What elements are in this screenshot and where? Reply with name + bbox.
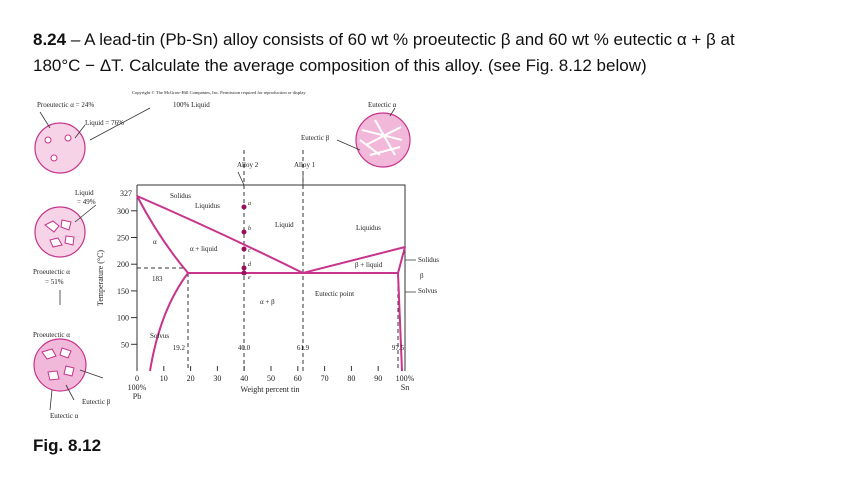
composition-label: 61.9 — [297, 344, 310, 352]
pure-pb: 100% — [128, 383, 147, 392]
diagram-label: Liquid = 76% — [85, 119, 124, 127]
point-label: c — [248, 248, 251, 254]
x-tick-label: 10 — [160, 374, 168, 383]
x-tick-label: 20 — [187, 374, 195, 383]
diagram-label: β — [420, 272, 424, 280]
diagram-label: Proeutectic α — [33, 268, 70, 276]
diagram-label: Proeutectic α — [33, 331, 70, 339]
diagram-label: Liquidus — [356, 224, 381, 232]
composition-label: 19.2 — [173, 344, 186, 352]
y-tick-label: 300 — [117, 207, 129, 216]
diagram-label: Eutectic α — [50, 412, 79, 420]
diagram-label: Proeutectic α = 24% — [37, 101, 94, 109]
y-tick-label: 50 — [121, 340, 129, 349]
diagram-label: Alloy 2 — [237, 161, 259, 169]
diagram-label: Eutectic point — [315, 290, 354, 298]
composition-label: 97.5 — [392, 344, 405, 352]
guide-lines — [137, 150, 399, 371]
y-tick-label: 200 — [117, 260, 129, 269]
diagram-label: Liquid — [75, 189, 94, 197]
x-tick-label: 40 — [240, 374, 248, 383]
alloy-points — [241, 204, 247, 276]
plot — [136, 150, 406, 372]
x-tick-label: 80 — [347, 374, 355, 383]
diagram-label: Eutectic β — [82, 398, 111, 406]
diagram-label: Solidus — [418, 256, 439, 264]
problem-line: 180°C − ΔT. Calculate the average compos… — [33, 56, 647, 75]
diagram-label: α — [153, 238, 157, 246]
diagram-label: = 51% — [45, 278, 64, 286]
x-tick-label: 90 — [374, 374, 382, 383]
x-tick-label: 60 — [294, 374, 302, 383]
diagram-label: = 49% — [77, 198, 96, 206]
diagram-label: α + liquid — [190, 245, 218, 253]
x-axis-label: Weight percent tin — [241, 385, 300, 394]
diagram-label: Solidus — [170, 192, 191, 200]
temp-label: 183 — [152, 275, 163, 283]
x-tick-label: 0 — [135, 374, 139, 383]
diagram-label: Alloy 1 — [294, 161, 316, 169]
problem-line: 8.24 – A lead-tin (Pb-Sn) alloy consists… — [33, 30, 735, 50]
point-label: d — [248, 262, 252, 268]
y-tick-label: 250 — [117, 234, 129, 243]
problem-number: 8.24 — [33, 30, 67, 49]
phase-boundaries — [136, 195, 406, 372]
composition-label: 40.0 — [238, 344, 251, 352]
point-label: b — [248, 226, 251, 232]
right-leaders — [405, 259, 416, 293]
diagram-label: Liquidus — [195, 202, 220, 210]
copyright: Copyright © The McGraw-Hill Companies, I… — [132, 90, 306, 96]
microstructures — [33, 107, 411, 411]
x-tick-label: 50 — [267, 374, 275, 383]
diagram-label: α + β — [260, 298, 275, 306]
y-tick-label: 150 — [117, 287, 129, 296]
diagram-label: 100% Liquid — [173, 101, 210, 109]
pure-sn: Sn — [401, 383, 409, 392]
diagram-label: β + liquid — [355, 261, 383, 269]
point-label: e — [248, 275, 251, 281]
point-label: a — [248, 201, 251, 207]
caption: Fig. 8.12 — [33, 436, 102, 455]
x-tick-label: 100% — [396, 374, 415, 383]
diagram-label: Solvus — [418, 287, 437, 295]
axes — [136, 184, 406, 371]
diagram-label: Liquid — [275, 221, 294, 229]
y-axis-label: Temperature (°C) — [96, 250, 105, 307]
y-tick-label: 100 — [117, 314, 129, 323]
diagram-label: Eutectic β — [301, 134, 330, 142]
temp-label: 327 — [120, 189, 132, 198]
problem-text: – A lead-tin (Pb-Sn) alloy consists of 6… — [70, 30, 735, 49]
pure-pb: Pb — [133, 392, 141, 401]
diagram-label: Eutectic α — [368, 101, 397, 109]
diagram-label: Solvus — [150, 332, 169, 340]
x-tick-label: 70 — [321, 374, 329, 383]
x-tick-label: 30 — [213, 374, 221, 383]
